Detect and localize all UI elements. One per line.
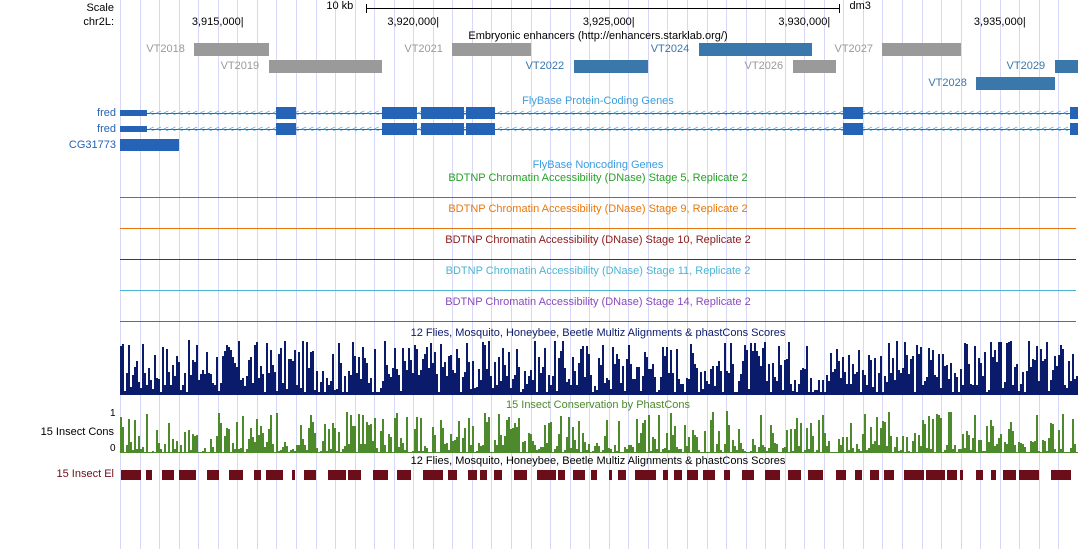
- enhancer-box[interactable]: [976, 77, 1054, 90]
- exon-box[interactable]: [1070, 123, 1078, 135]
- chrom-label: chr2L:: [0, 16, 118, 28]
- multiz-title: 12 Flies, Mosquito, Honeybee, Beetle Mul…: [120, 327, 1076, 339]
- gene-label[interactable]: fred: [60, 107, 116, 119]
- enhancer-label[interactable]: VT2024: [651, 43, 690, 55]
- enhancer-label[interactable]: VT2019: [221, 60, 260, 72]
- exon-box[interactable]: [466, 107, 495, 119]
- enhancer-box[interactable]: [882, 43, 960, 56]
- chromatin-baseline: [120, 290, 1076, 291]
- enhancer-label[interactable]: VT2027: [834, 43, 873, 55]
- multiz2-title: 12 Flies, Mosquito, Honeybee, Beetle Mul…: [120, 455, 1076, 467]
- chromatin-baseline: [120, 228, 1076, 229]
- phastcons-label: 15 Insect Cons: [0, 426, 118, 438]
- phastcons-ylabel: 0: [110, 443, 116, 454]
- chromatin-track-title: BDTNP Chromatin Accessibility (DNase) St…: [120, 265, 1076, 277]
- multiz-wiggle[interactable]: [120, 340, 1076, 395]
- enhancer-box[interactable]: [452, 43, 530, 56]
- insect-el-label: 15 Insect El: [0, 468, 118, 480]
- enhancer-track-title: Embryonic enhancers (http://enhancers.st…: [120, 30, 1076, 42]
- axis-tick: 3,930,000|: [778, 16, 830, 28]
- enhancer-box[interactable]: [269, 60, 382, 73]
- chromatin-track-title: BDTNP Chromatin Accessibility (DNase) St…: [120, 203, 1076, 215]
- chromatin-baseline: [120, 197, 1076, 198]
- enhancer-label[interactable]: VT2018: [146, 43, 185, 55]
- exon-box[interactable]: [466, 123, 495, 135]
- enhancer-box[interactable]: [699, 43, 812, 56]
- exon-box[interactable]: [1070, 107, 1078, 119]
- exon-box[interactable]: [421, 123, 464, 135]
- axis-tick: 3,925,000|: [583, 16, 635, 28]
- scale-bar: [366, 8, 839, 9]
- exon-box[interactable]: [120, 126, 147, 132]
- chromatin-baseline: [120, 259, 1076, 260]
- scale-bar-label: 10 kb: [326, 0, 353, 12]
- chromatin-track-title: BDTNP Chromatin Accessibility (DNase) St…: [120, 172, 1076, 184]
- exon-box[interactable]: [276, 123, 296, 135]
- enhancer-box[interactable]: [194, 43, 268, 56]
- gene-arrows: <<<<<<<<<<<<<<<<<<<<<<<<<<<<<<<<<<<<<<<<…: [120, 108, 1078, 118]
- phastcons-title: 15 Insect Conservation by PhastCons: [120, 399, 1076, 411]
- enhancer-label[interactable]: VT2028: [928, 77, 967, 89]
- exon-box[interactable]: [421, 107, 464, 119]
- chromatin-track-title: BDTNP Chromatin Accessibility (DNase) St…: [120, 234, 1076, 246]
- enhancer-label[interactable]: VT2022: [526, 60, 565, 72]
- enhancer-label[interactable]: VT2021: [404, 43, 443, 55]
- insect-el-track[interactable]: [120, 468, 1076, 480]
- chromatin-track-title: BDTNP Chromatin Accessibility (DNase) St…: [120, 296, 1076, 308]
- phastcons-ylabel: 1: [110, 408, 116, 419]
- genome-browser: Scale 10 kb dm3 chr2L: 3,915,000| 3,920,000| 3…: [0, 0, 1078, 549]
- exon-box[interactable]: [382, 123, 417, 135]
- enhancer-label[interactable]: VT2026: [745, 60, 784, 72]
- exon-box[interactable]: [120, 139, 179, 151]
- axis-tick: 3,920,000|: [387, 16, 439, 28]
- noncoding-title: FlyBase Noncoding Genes: [120, 159, 1076, 171]
- chromatin-baseline: [120, 321, 1076, 322]
- enhancer-box[interactable]: [793, 60, 836, 73]
- exon-box[interactable]: [843, 107, 863, 119]
- enhancer-label[interactable]: VT2029: [1007, 60, 1046, 72]
- axis-tick: 3,935,000|: [974, 16, 1026, 28]
- genes-track-title: FlyBase Protein-Coding Genes: [120, 95, 1076, 107]
- gene-label[interactable]: CG31773: [60, 139, 116, 151]
- enhancer-box[interactable]: [1055, 60, 1078, 73]
- enhancer-box[interactable]: [574, 60, 648, 73]
- exon-box[interactable]: [843, 123, 863, 135]
- exon-box[interactable]: [276, 107, 296, 119]
- gene-arrows: <<<<<<<<<<<<<<<<<<<<<<<<<<<<<<<<<<<<<<<<…: [120, 124, 1078, 134]
- axis-tick: 3,915,000|: [192, 16, 244, 28]
- exon-box[interactable]: [120, 110, 147, 116]
- scale-label: Scale: [0, 2, 118, 14]
- exon-box[interactable]: [382, 107, 417, 119]
- gene-label[interactable]: fred: [60, 123, 116, 135]
- phastcons-wiggle[interactable]: [120, 411, 1076, 453]
- assembly-label: dm3: [849, 0, 870, 12]
